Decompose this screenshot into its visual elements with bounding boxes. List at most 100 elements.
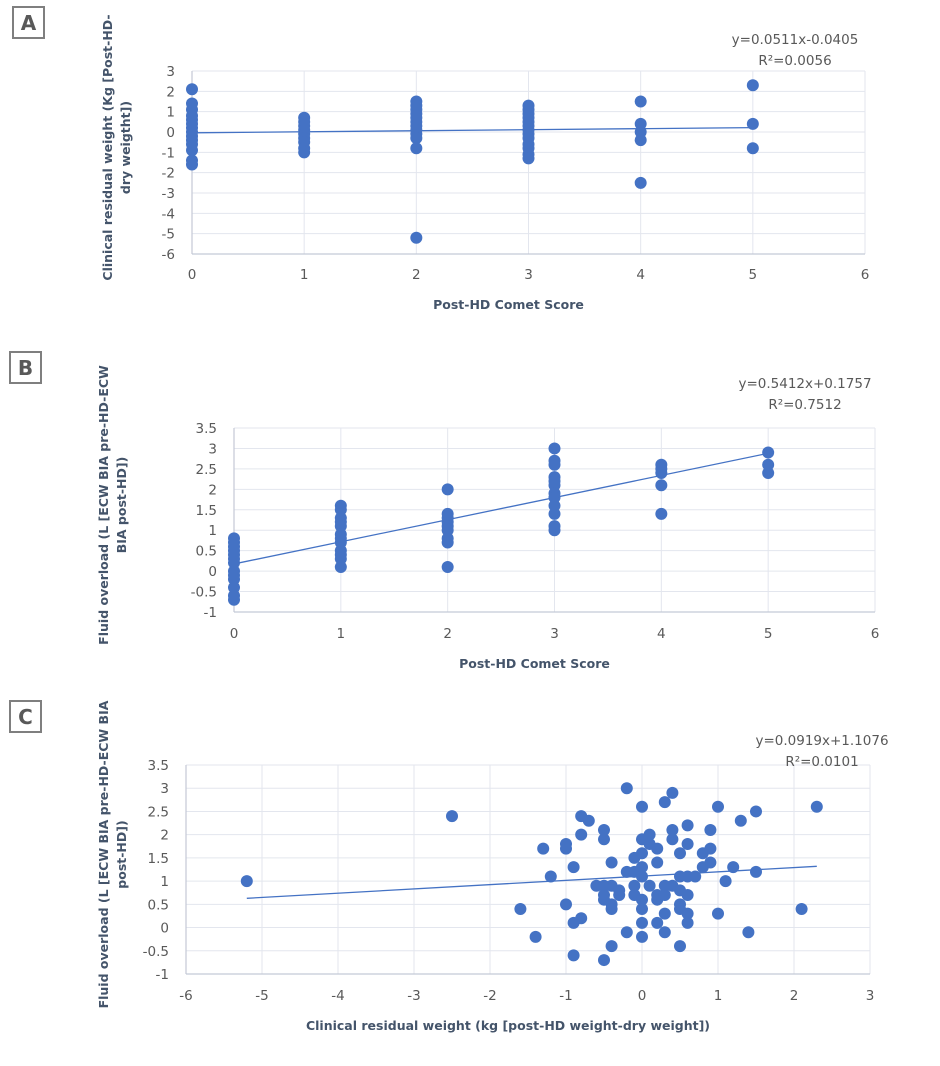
y-tick-label: 2 xyxy=(208,482,217,498)
data-point xyxy=(544,870,557,883)
x-tick-label: 4 xyxy=(657,626,666,642)
data-point xyxy=(681,916,694,929)
y-axis-title: Fluid overload (L [ECW BIA pre-HD-ECW BIA… xyxy=(96,365,129,645)
chart-b: 3.5 3 2.5 2 1.5 1 0.5 0 -0.5 -1 0 1 2 3 4 5 6 y=0.5412x+0… xyxy=(96,365,879,671)
panel-letter-c: C xyxy=(18,705,33,729)
y-axis-title-line: Fluid overload (L [ECW BIA pre-HD-ECW BI… xyxy=(96,700,111,1008)
panel-label-box-a xyxy=(12,6,45,39)
data-point xyxy=(719,875,732,888)
y-tick-label: 3.5 xyxy=(196,421,217,437)
data-point xyxy=(666,833,679,846)
x-tick-label: 2 xyxy=(443,626,452,642)
data-point xyxy=(548,458,561,471)
y-tick-label: 0.5 xyxy=(196,544,217,560)
data-point xyxy=(636,861,648,874)
x-tick-label: 3 xyxy=(524,267,533,283)
data-point xyxy=(186,158,198,171)
data-point xyxy=(186,144,198,157)
y-axis-title-line: dry weigtht]) xyxy=(118,101,133,194)
y-tick-label: 2 xyxy=(160,828,169,844)
y-axis-title-line: Fluid overload (L [ECW BIA pre-HD-ECW xyxy=(96,365,111,645)
data-point xyxy=(575,828,588,841)
x-tick-label: 5 xyxy=(764,626,773,642)
y-tick-label: 1.5 xyxy=(148,851,169,867)
data-point xyxy=(634,134,647,147)
y-tick-label: 3.5 xyxy=(148,758,169,774)
data-point xyxy=(712,800,724,813)
data-point xyxy=(620,926,633,939)
data-point xyxy=(712,907,724,920)
x-tick-label: 3 xyxy=(550,626,559,642)
data-point xyxy=(560,842,572,855)
data-point xyxy=(441,483,454,496)
data-point xyxy=(605,902,618,915)
y-tick-label: 1 xyxy=(208,523,217,539)
y-axis-title: Fluid overload (L [ECW BIA pre-HD-ECW BI… xyxy=(96,700,129,1008)
data-point xyxy=(522,152,535,165)
y-tick-label: 0 xyxy=(160,921,169,937)
data-point xyxy=(298,146,311,159)
data-point xyxy=(186,83,198,96)
data-point xyxy=(598,824,610,837)
x-tick-label: 1 xyxy=(337,626,346,642)
panel-c: C 3.532.521.510.50-0.5-1-6 -5 -4 -3 -2 -1 0 1 2 3… xyxy=(9,700,889,1033)
trendline-equation: y=0.0511x-0.0405 xyxy=(732,32,859,48)
data-point xyxy=(548,442,561,455)
data-point xyxy=(666,824,679,837)
y-tick-label: -0.5 xyxy=(143,944,169,960)
data-point xyxy=(446,810,458,823)
data-point xyxy=(655,507,668,520)
panel-a: A 3 2 1 0 -1 -2 -3 -4 -5 -6 0 1 2 3 4 5 6 y=0.0511x-0.040… xyxy=(12,6,870,312)
data-point xyxy=(681,907,694,920)
trendline-equation: y=0.0919x+1.1076 xyxy=(755,733,888,749)
data-point xyxy=(746,117,759,130)
panel-letter-b: B xyxy=(18,356,33,380)
y-tick-label: 1.5 xyxy=(196,503,217,519)
data-point xyxy=(704,856,717,869)
data-point xyxy=(651,916,664,929)
x-tick-label: 2 xyxy=(412,267,421,283)
x-tick-label: 6 xyxy=(861,267,870,283)
y-tick-label: 1 xyxy=(166,105,175,121)
data-point xyxy=(240,875,253,888)
data-point xyxy=(441,536,454,549)
data-point xyxy=(658,907,671,920)
data-point xyxy=(746,142,759,155)
y-tick-label: -4 xyxy=(162,206,175,222)
data-point xyxy=(567,949,580,962)
data-point xyxy=(681,837,694,850)
x-tick-label: 0 xyxy=(188,267,197,283)
data-point xyxy=(582,814,595,827)
data-point xyxy=(658,796,671,809)
chart-c: 3.5 3 2.5 2 1.5 1 0.5 0 -0.5 -1 -6 -5 -4 -3 -2 -1 0 1 2 3 y=… xyxy=(96,700,889,1033)
y-tick-label: 0 xyxy=(208,564,217,580)
x-tick-label: 1 xyxy=(714,988,723,1004)
y-tick-label: -1 xyxy=(162,145,175,161)
y-axis-title-line: Clinical residual weight (Kg [Post-HD- xyxy=(100,14,115,280)
data-point xyxy=(628,879,641,892)
data-point xyxy=(636,916,648,929)
y-tick-label: 2 xyxy=(166,84,175,100)
data-point xyxy=(674,847,686,860)
x-tick-label: 1 xyxy=(300,267,309,283)
data-point xyxy=(605,856,618,869)
data-point xyxy=(681,819,694,832)
y-axis-title-line: BIA post-HD]) xyxy=(114,457,129,554)
trendline xyxy=(191,126,753,134)
trendline xyxy=(233,452,769,565)
data-point xyxy=(529,930,542,943)
x-tick-label: 3 xyxy=(866,988,875,1004)
r-squared-label: R²=0.0056 xyxy=(758,53,831,69)
r-squared-label: R²=0.0101 xyxy=(785,754,858,770)
x-tick-label: 0 xyxy=(638,988,647,1004)
data-point xyxy=(613,889,626,902)
y-tick-label: 3 xyxy=(208,441,217,457)
data-point xyxy=(762,446,775,459)
data-point xyxy=(575,912,588,925)
data-point xyxy=(734,814,747,827)
trendline-equation: y=0.5412x+0.1757 xyxy=(738,376,871,392)
y-tick-label: 0 xyxy=(166,125,175,141)
data-point xyxy=(514,902,527,915)
data-point xyxy=(567,861,580,874)
